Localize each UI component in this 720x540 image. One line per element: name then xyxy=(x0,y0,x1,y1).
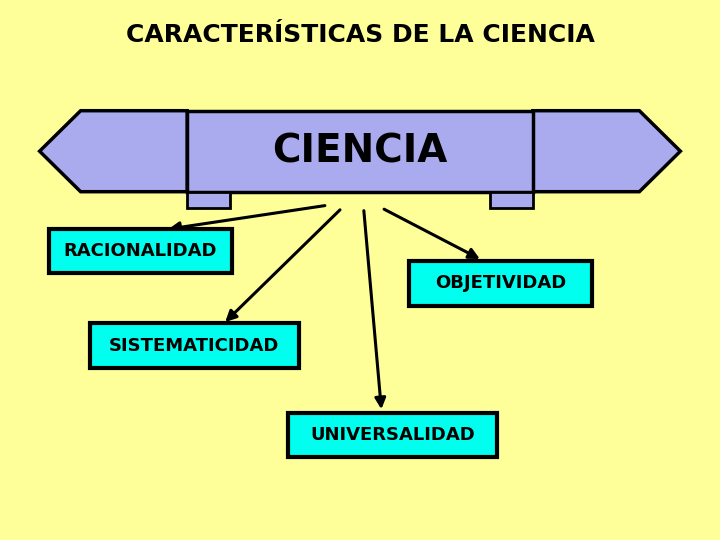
Polygon shape xyxy=(533,111,680,192)
Text: CIENCIA: CIENCIA xyxy=(272,132,448,170)
FancyBboxPatch shape xyxy=(187,192,230,208)
Polygon shape xyxy=(40,111,187,192)
FancyBboxPatch shape xyxy=(49,229,232,273)
Text: CARACTERÍSTICAS DE LA CIENCIA: CARACTERÍSTICAS DE LA CIENCIA xyxy=(125,23,595,47)
FancyBboxPatch shape xyxy=(490,192,533,208)
FancyBboxPatch shape xyxy=(288,413,497,457)
Text: SISTEMATICIDAD: SISTEMATICIDAD xyxy=(109,336,279,355)
FancyBboxPatch shape xyxy=(90,323,299,368)
Text: RACIONALIDAD: RACIONALIDAD xyxy=(63,242,217,260)
Text: UNIVERSALIDAD: UNIVERSALIDAD xyxy=(310,426,474,444)
FancyBboxPatch shape xyxy=(408,261,592,306)
FancyBboxPatch shape xyxy=(187,111,533,192)
Text: OBJETIVIDAD: OBJETIVIDAD xyxy=(435,274,566,293)
